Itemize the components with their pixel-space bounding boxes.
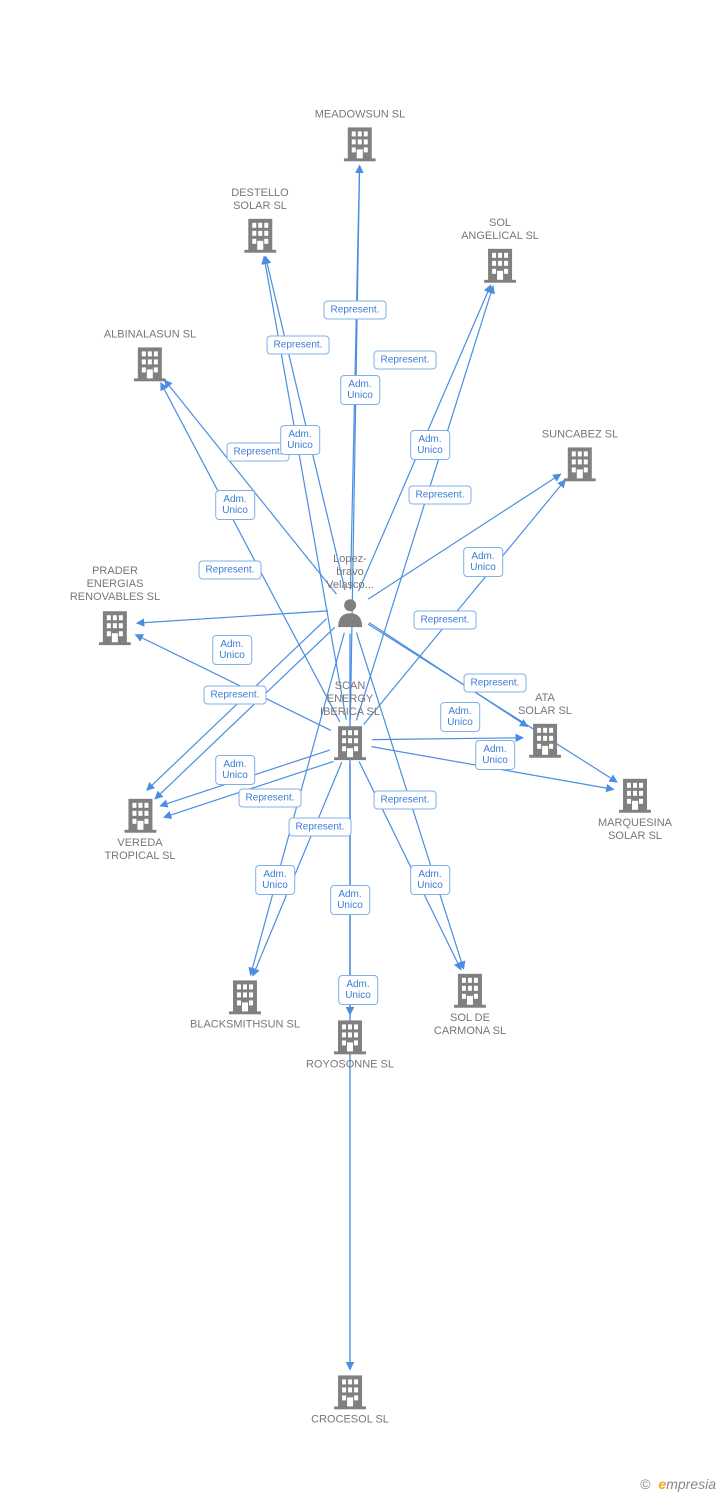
edge-label: Adm.Unico: [212, 635, 252, 665]
node-label: SUNCABEZ SL: [542, 428, 618, 441]
node-prader[interactable]: PRADER ENERGIAS RENOVABLES SL: [70, 565, 160, 645]
node-atasolar[interactable]: ATA SOLAR SL: [518, 692, 572, 758]
copyright-symbol: ©: [640, 1476, 650, 1492]
node-vereda[interactable]: VEREDA TROPICAL SL: [104, 797, 175, 863]
node-label: MARQUESINA SOLAR SL: [598, 817, 672, 843]
node-label: MEADOWSUN SL: [315, 108, 405, 121]
edge-label: Adm.Unico: [338, 975, 378, 1005]
edge-label: Adm.Unico: [410, 865, 450, 895]
edge-label: Adm.Unico: [330, 885, 370, 915]
node-blacksmith[interactable]: BLACKSMITHSUN SL: [190, 978, 300, 1031]
edge-label: Adm.Unico: [255, 865, 295, 895]
edge-label: Represent.: [199, 561, 262, 580]
edge-label: Adm.Unico: [475, 740, 515, 770]
node-destello[interactable]: DESTELLO SOLAR SL: [231, 187, 288, 253]
edge-label: Adm.Unico: [215, 490, 255, 520]
node-meadowsun[interactable]: MEADOWSUN SL: [315, 108, 405, 161]
edge-label: Represent.: [204, 686, 267, 705]
building-icon: [484, 247, 516, 283]
node-label: ALBINALASUN SL: [104, 328, 196, 341]
building-icon: [564, 446, 596, 482]
building-icon: [334, 724, 366, 760]
building-icon: [529, 722, 561, 758]
node-label: ROYOSONNE SL: [306, 1058, 394, 1071]
node-label: CROCESOL SL: [311, 1413, 389, 1426]
edge-label: Adm.Unico: [215, 755, 255, 785]
edge-label: Represent.: [464, 674, 527, 693]
edge-label: Represent.: [289, 818, 352, 837]
edge-label: Adm.Unico: [463, 547, 503, 577]
edge-label: Represent.: [414, 611, 477, 630]
edge: [137, 611, 328, 623]
node-solcarmona[interactable]: SOL DE CARMONA SL: [434, 972, 506, 1038]
node-label: BLACKSMITHSUN SL: [190, 1018, 300, 1031]
building-icon: [334, 1373, 366, 1409]
building-icon: [229, 978, 261, 1014]
edge-label: Represent.: [324, 301, 387, 320]
building-icon: [124, 797, 156, 833]
node-label: SOL DE CARMONA SL: [434, 1012, 506, 1038]
building-icon: [334, 1018, 366, 1054]
node-marquesina[interactable]: MARQUESINA SOLAR SL: [598, 777, 672, 843]
building-icon: [619, 777, 651, 813]
node-label: VEREDA TROPICAL SL: [104, 837, 175, 863]
brand-rest: mpresia: [666, 1476, 716, 1492]
node-label: PRADER ENERGIAS RENOVABLES SL: [70, 565, 160, 605]
building-icon: [134, 346, 166, 382]
node-label: Lopez- bravo Velasco...: [326, 553, 374, 593]
building-icon: [99, 609, 131, 645]
building-icon: [344, 126, 376, 162]
edge-label: Represent.: [374, 351, 437, 370]
node-label: SCAN ENERGY IBERICA SL: [320, 680, 380, 720]
node-label: ATA SOLAR SL: [518, 692, 572, 718]
edge-label: Adm.Unico: [410, 430, 450, 460]
node-crocesol[interactable]: CROCESOL SL: [311, 1373, 389, 1426]
building-icon: [244, 217, 276, 253]
edge-label: Adm.Unico: [280, 425, 320, 455]
node-royosonne[interactable]: ROYOSONNE SL: [306, 1018, 394, 1071]
edge-label: Adm.Unico: [440, 702, 480, 732]
node-albinalasun[interactable]: ALBINALASUN SL: [104, 328, 196, 381]
edge-label: Represent.: [239, 789, 302, 808]
edge-label: Adm.Unico: [340, 375, 380, 405]
node-label: DESTELLO SOLAR SL: [231, 187, 288, 213]
node-label: SOL ANGELICAL SL: [461, 217, 539, 243]
node-suncabez[interactable]: SUNCABEZ SL: [542, 428, 618, 481]
edge-label: Represent.: [267, 336, 330, 355]
node-scan[interactable]: SCAN ENERGY IBERICA SL: [320, 680, 380, 760]
edge: [264, 257, 346, 720]
person-icon: [336, 597, 364, 627]
watermark: © empresia: [640, 1476, 716, 1492]
edge-label: Represent.: [374, 791, 437, 810]
node-lopez[interactable]: Lopez- bravo Velasco...: [326, 553, 374, 627]
building-icon: [454, 972, 486, 1008]
edge-label: Represent.: [409, 486, 472, 505]
node-solangelical[interactable]: SOL ANGELICAL SL: [461, 217, 539, 283]
